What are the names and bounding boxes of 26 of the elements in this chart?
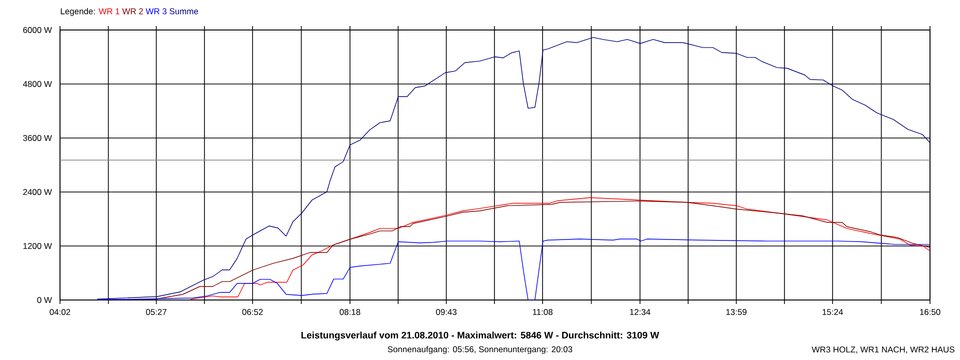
y-tick-label: 6000 W: [23, 27, 52, 33]
x-tick-label: 13:59: [726, 309, 746, 316]
text: WR 1: [98, 8, 120, 14]
x-tick-label: 06:52: [242, 309, 263, 316]
text: WR 2: [122, 8, 143, 14]
legend-title: Legende:: [60, 8, 95, 16]
x-tick-label: 09:43: [436, 309, 457, 316]
text: WR3 HOLZ, WR1 NACH, WR2 HAUS: [812, 346, 954, 354]
text: Sonnenaufgang: 05:56, Sonnenuntergang: 20:03: [388, 346, 572, 354]
x-tick-label: 08:18: [340, 309, 360, 316]
x-tick-label: 05:27: [146, 309, 166, 316]
x-tick-label: 15:24: [822, 309, 843, 316]
line-series: [96, 238, 930, 300]
text: Leistungsverlauf vom 21.08.2010 - Maximalwert: 5846 W - Durchschnitt: 3109 W: [301, 332, 660, 340]
line-series: [96, 37, 930, 300]
x-tick-label: 04:02: [50, 309, 70, 316]
text: Summe: [170, 8, 198, 14]
text: WR 3: [146, 8, 167, 14]
y-tick-label: 1200 W: [23, 243, 52, 249]
y-tick-label: 3600 W: [23, 135, 52, 141]
x-tick-label: 12:34: [630, 309, 650, 316]
y-tick-label: 4800 W: [22, 81, 52, 87]
y-tick-label: 0 W: [37, 297, 52, 303]
y-tick-label: 2400 W: [23, 189, 52, 195]
x-tick-label: 11:08: [532, 309, 553, 316]
x-tick-label: 16:50: [920, 309, 940, 316]
